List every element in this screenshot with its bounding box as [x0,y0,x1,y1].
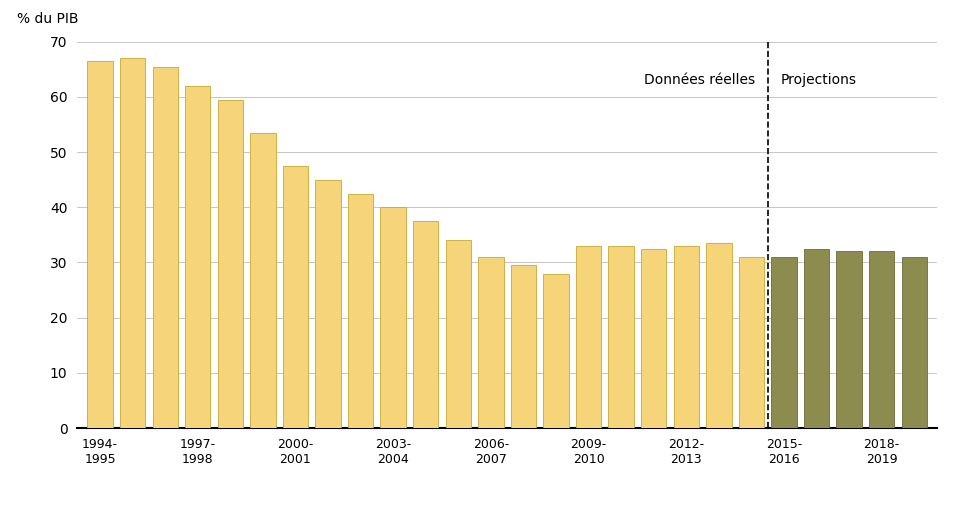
Bar [869,252,895,428]
Bar [706,243,731,428]
Bar [804,248,829,428]
Bar [413,221,439,428]
Bar [217,100,243,428]
Bar [315,180,341,428]
Bar [673,246,699,428]
Bar [478,257,503,428]
Bar [543,274,569,428]
Bar [87,61,113,428]
Bar [771,257,797,428]
Bar [153,67,178,428]
Text: % du PIB: % du PIB [17,13,78,26]
Bar [837,252,862,428]
Bar [185,86,211,428]
Bar [901,257,927,428]
Bar [250,133,275,428]
Bar [445,241,471,428]
Bar [348,194,373,428]
Text: Projections: Projections [781,74,857,87]
Bar [739,257,764,428]
Bar [120,58,145,428]
Bar [576,246,601,428]
Bar [283,166,308,428]
Bar [641,248,667,428]
Bar [511,265,536,428]
Bar [381,207,406,428]
Text: Données réelles: Données réelles [643,74,754,87]
Bar [609,246,634,428]
